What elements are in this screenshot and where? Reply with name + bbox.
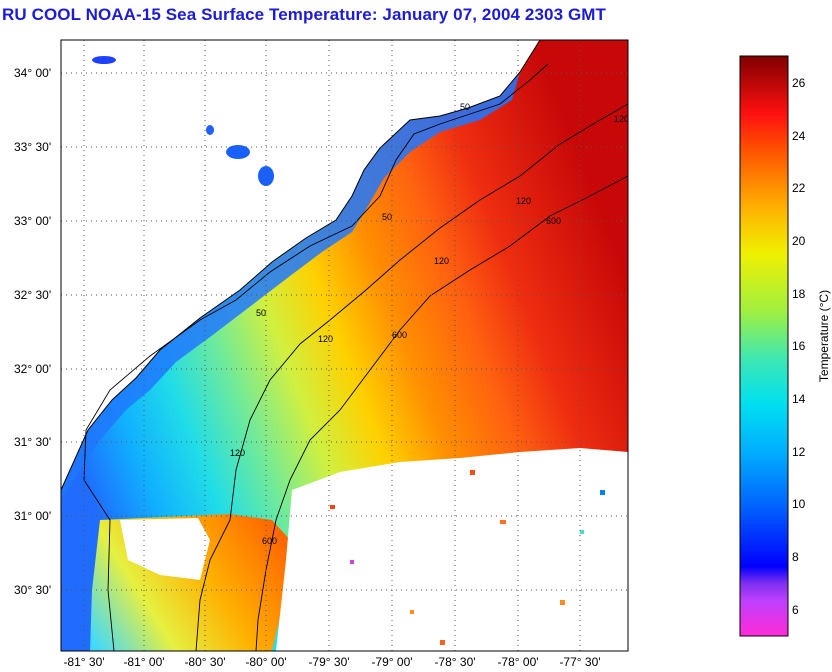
colorbar-tick: 12 (792, 445, 806, 459)
colorbar-tick: 20 (792, 234, 806, 248)
lon-label: -78° 00' (497, 655, 538, 669)
isobath-label-600: 600 (546, 216, 561, 226)
colorbar-tick: 18 (792, 287, 806, 301)
isobath-label-120: 120 (516, 196, 531, 206)
lon-label: -80° 30' (184, 655, 225, 669)
lon-label: -78° 30' (434, 655, 475, 669)
lon-label: -81° 30' (63, 655, 104, 669)
inland-lakes (92, 56, 274, 186)
colorbar-tick: 22 (792, 181, 806, 195)
colorbar-tick: 6 (792, 603, 799, 617)
lon-label: -80° 00' (245, 655, 286, 669)
lon-label: -79° 30' (308, 655, 349, 669)
colorbar-tick: 26 (792, 76, 806, 90)
isobath-label-600: 600 (392, 330, 407, 340)
colorbar-tick: 16 (792, 339, 806, 353)
colorbar-tick: 8 (792, 550, 799, 564)
isobath-label-50: 50 (382, 212, 392, 222)
isobath-label-50: 50 (256, 308, 266, 318)
lat-label: 30° 30' (14, 583, 51, 597)
isobath-label-50: 50 (460, 102, 470, 112)
lat-label: 32° 30' (14, 288, 51, 302)
graticule (61, 40, 628, 651)
colorbar: 26 24 22 20 18 16 14 12 10 8 6 Temperatu… (739, 55, 831, 637)
isobath-label-120: 120 (434, 256, 449, 266)
isobath-label-120: 120 (230, 448, 245, 458)
colorbar-label: Temperature (°C) (817, 290, 831, 382)
lon-label: -77° 30' (559, 655, 600, 669)
lon-label: -79° 00' (371, 655, 412, 669)
cloud-mask (276, 448, 628, 651)
lat-label: 32° 00' (14, 362, 51, 376)
plot-frame (60, 39, 629, 652)
lon-label: -81° 00' (123, 655, 164, 669)
lat-label: 31° 00' (14, 509, 51, 523)
colorbar-scale (739, 55, 789, 637)
isobath-label-600: 600 (262, 536, 277, 546)
isobath-600 (255, 175, 628, 651)
isobath-120 (195, 103, 628, 651)
colorbar-tick: 24 (792, 129, 806, 143)
colorbar-tick: 14 (792, 392, 806, 406)
colorbar-tick: 10 (792, 497, 806, 511)
map-title: RU COOL NOAA-15 Sea Surface Temperature:… (2, 5, 607, 24)
isobath-label-120: 120 (318, 334, 333, 344)
speckles (330, 470, 605, 645)
lat-label: 34° 00' (14, 66, 51, 80)
land (61, 40, 540, 490)
lat-label: 31° 30' (14, 435, 51, 449)
isobaths (83, 63, 628, 651)
coastal-cold-strip (61, 72, 520, 500)
lat-label: 33° 00' (14, 214, 51, 228)
isobath-50 (83, 63, 549, 651)
lat-label: 33° 30' (14, 140, 51, 154)
isobath-label-120: 120 (614, 114, 629, 124)
cloud-mask-shelf (120, 518, 210, 580)
coastline (61, 40, 541, 491)
